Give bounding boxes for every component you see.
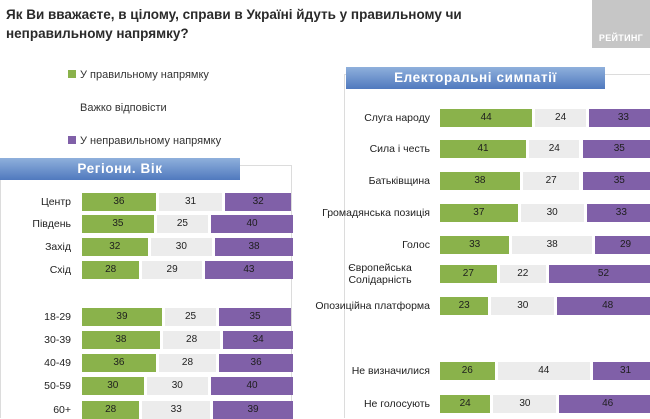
category-label: 18-29 [44, 311, 71, 323]
bar-segment-wrong: 40 [211, 377, 293, 395]
rating-logo: РЕЙТИНГ [592, 0, 650, 48]
bar-segment-hard: 28 [159, 354, 216, 372]
bar-segment-right: 23 [440, 297, 488, 315]
bar-segment-hard: 25 [165, 308, 216, 326]
bar-segment-wrong: 35 [583, 172, 650, 190]
bar-segment-right: 38 [440, 172, 520, 190]
bar-segment-wrong: 35 [219, 308, 291, 326]
bar-segment-hard: 28 [163, 331, 220, 349]
logo-text: РЕЙТИНГ [592, 33, 650, 43]
bar-segment-right: 37 [440, 204, 518, 222]
bar-segment-wrong: 33 [589, 109, 650, 127]
category-label: Європейська Солідарність [330, 262, 430, 286]
bar-segment-wrong: 35 [583, 140, 650, 158]
legend-item-right: У правильному напрямку [68, 68, 209, 82]
legend-swatch-wrong [68, 136, 76, 144]
bar-segment-hard: 30 [493, 395, 556, 413]
category-label: Захід [45, 241, 71, 253]
category-label: Центр [41, 196, 71, 208]
bar-segment-wrong: 46 [559, 395, 650, 413]
legend-swatch-hard [68, 103, 76, 111]
bar-segment-right: 44 [440, 109, 532, 127]
category-label: Опозиційна платформа [315, 300, 430, 312]
electoral-chart-title: Електоральні симпатії [346, 67, 605, 89]
bar-segment-hard: 31 [159, 193, 223, 211]
bar-segment-right: 24 [440, 395, 490, 413]
legend-label-wrong: У неправильному напрямку [80, 135, 221, 147]
bar-segment-hard: 30 [521, 204, 584, 222]
category-label: Не голосують [364, 398, 430, 410]
bar-segment-wrong: 40 [211, 215, 293, 233]
bar-segment-hard: 30 [147, 377, 209, 395]
category-label: Слуга народу [364, 112, 430, 124]
bar-segment-right: 38 [82, 331, 160, 349]
bar-segment-hard: 22 [500, 265, 546, 283]
bar-segment-wrong: 29 [595, 236, 650, 254]
legend-label-hard: Важко відповісти [80, 102, 167, 114]
bar-segment-right: 41 [440, 140, 526, 158]
bar-segment-wrong: 34 [223, 331, 293, 349]
category-label: Схід [50, 264, 71, 276]
bar-segment-wrong: 32 [225, 193, 291, 211]
bar-segment-right: 27 [440, 265, 497, 283]
category-label: Не визначилися [352, 365, 430, 377]
bar-segment-hard: 25 [157, 215, 208, 233]
bar-segment-right: 33 [440, 236, 509, 254]
bar-segment-right: 26 [440, 362, 495, 380]
bar-segment-right: 39 [82, 308, 162, 326]
category-label: 60+ [53, 404, 71, 416]
bar-segment-hard: 24 [529, 140, 579, 158]
bar-segment-right: 36 [82, 193, 156, 211]
bar-segment-hard: 30 [151, 238, 213, 256]
bar-segment-right: 30 [82, 377, 144, 395]
bar-segment-wrong: 38 [215, 238, 293, 256]
bar-segment-wrong: 48 [557, 297, 650, 315]
bar-segment-right: 35 [82, 215, 154, 233]
bar-segment-wrong: 33 [587, 204, 650, 222]
bar-segment-wrong: 31 [593, 362, 650, 380]
legend-label-right: У правильному напрямку [80, 69, 209, 81]
legend-swatch-right [68, 70, 76, 78]
bar-segment-hard: 38 [512, 236, 592, 254]
bar-segment-right: 32 [82, 238, 148, 256]
category-label: 30-39 [44, 334, 71, 346]
bar-segment-wrong: 52 [549, 265, 650, 283]
bar-segment-right: 28 [82, 261, 139, 279]
category-label: Сила і честь [370, 143, 430, 155]
bar-segment-hard: 24 [535, 109, 585, 127]
legend-item-wrong: У неправильному напрямку [68, 134, 221, 148]
bar-segment-right: 28 [82, 401, 139, 419]
bar-segment-hard: 44 [498, 362, 590, 380]
category-label: Південь [32, 218, 71, 230]
bar-segment-wrong: 43 [205, 261, 293, 279]
category-label: 50-59 [44, 380, 71, 392]
category-label: Громадянська позиція [322, 207, 430, 219]
bar-segment-right: 36 [82, 354, 156, 372]
bar-segment-hard: 33 [142, 401, 210, 419]
bar-segment-hard: 29 [142, 261, 201, 279]
regions-chart-title: Регіони. Вік [0, 158, 240, 180]
category-label: Голос [402, 239, 430, 251]
category-label: 40-49 [44, 357, 71, 369]
bar-segment-hard: 27 [523, 172, 580, 190]
bar-segment-wrong: 36 [219, 354, 293, 372]
category-label: Батьківщина [369, 175, 430, 187]
legend-item-hard: Важко відповісти [68, 101, 167, 115]
bar-segment-hard: 30 [491, 297, 554, 315]
survey-question: Як Ви вважаєте, в цілому, справи в Украї… [6, 5, 566, 43]
bar-segment-wrong: 39 [213, 401, 293, 419]
